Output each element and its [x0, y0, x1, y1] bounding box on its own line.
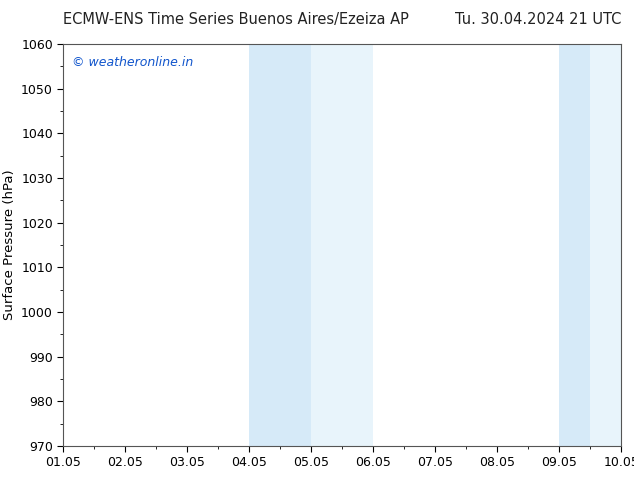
Y-axis label: Surface Pressure (hPa): Surface Pressure (hPa) [3, 170, 16, 320]
Text: Tu. 30.04.2024 21 UTC: Tu. 30.04.2024 21 UTC [455, 12, 621, 27]
Text: ECMW-ENS Time Series Buenos Aires/Ezeiza AP: ECMW-ENS Time Series Buenos Aires/Ezeiza… [63, 12, 410, 27]
Bar [590, 44, 621, 446]
Bar [249, 44, 311, 446]
Bar [311, 44, 373, 446]
Bar [559, 44, 590, 446]
Text: © weatheronline.in: © weatheronline.in [72, 56, 193, 69]
